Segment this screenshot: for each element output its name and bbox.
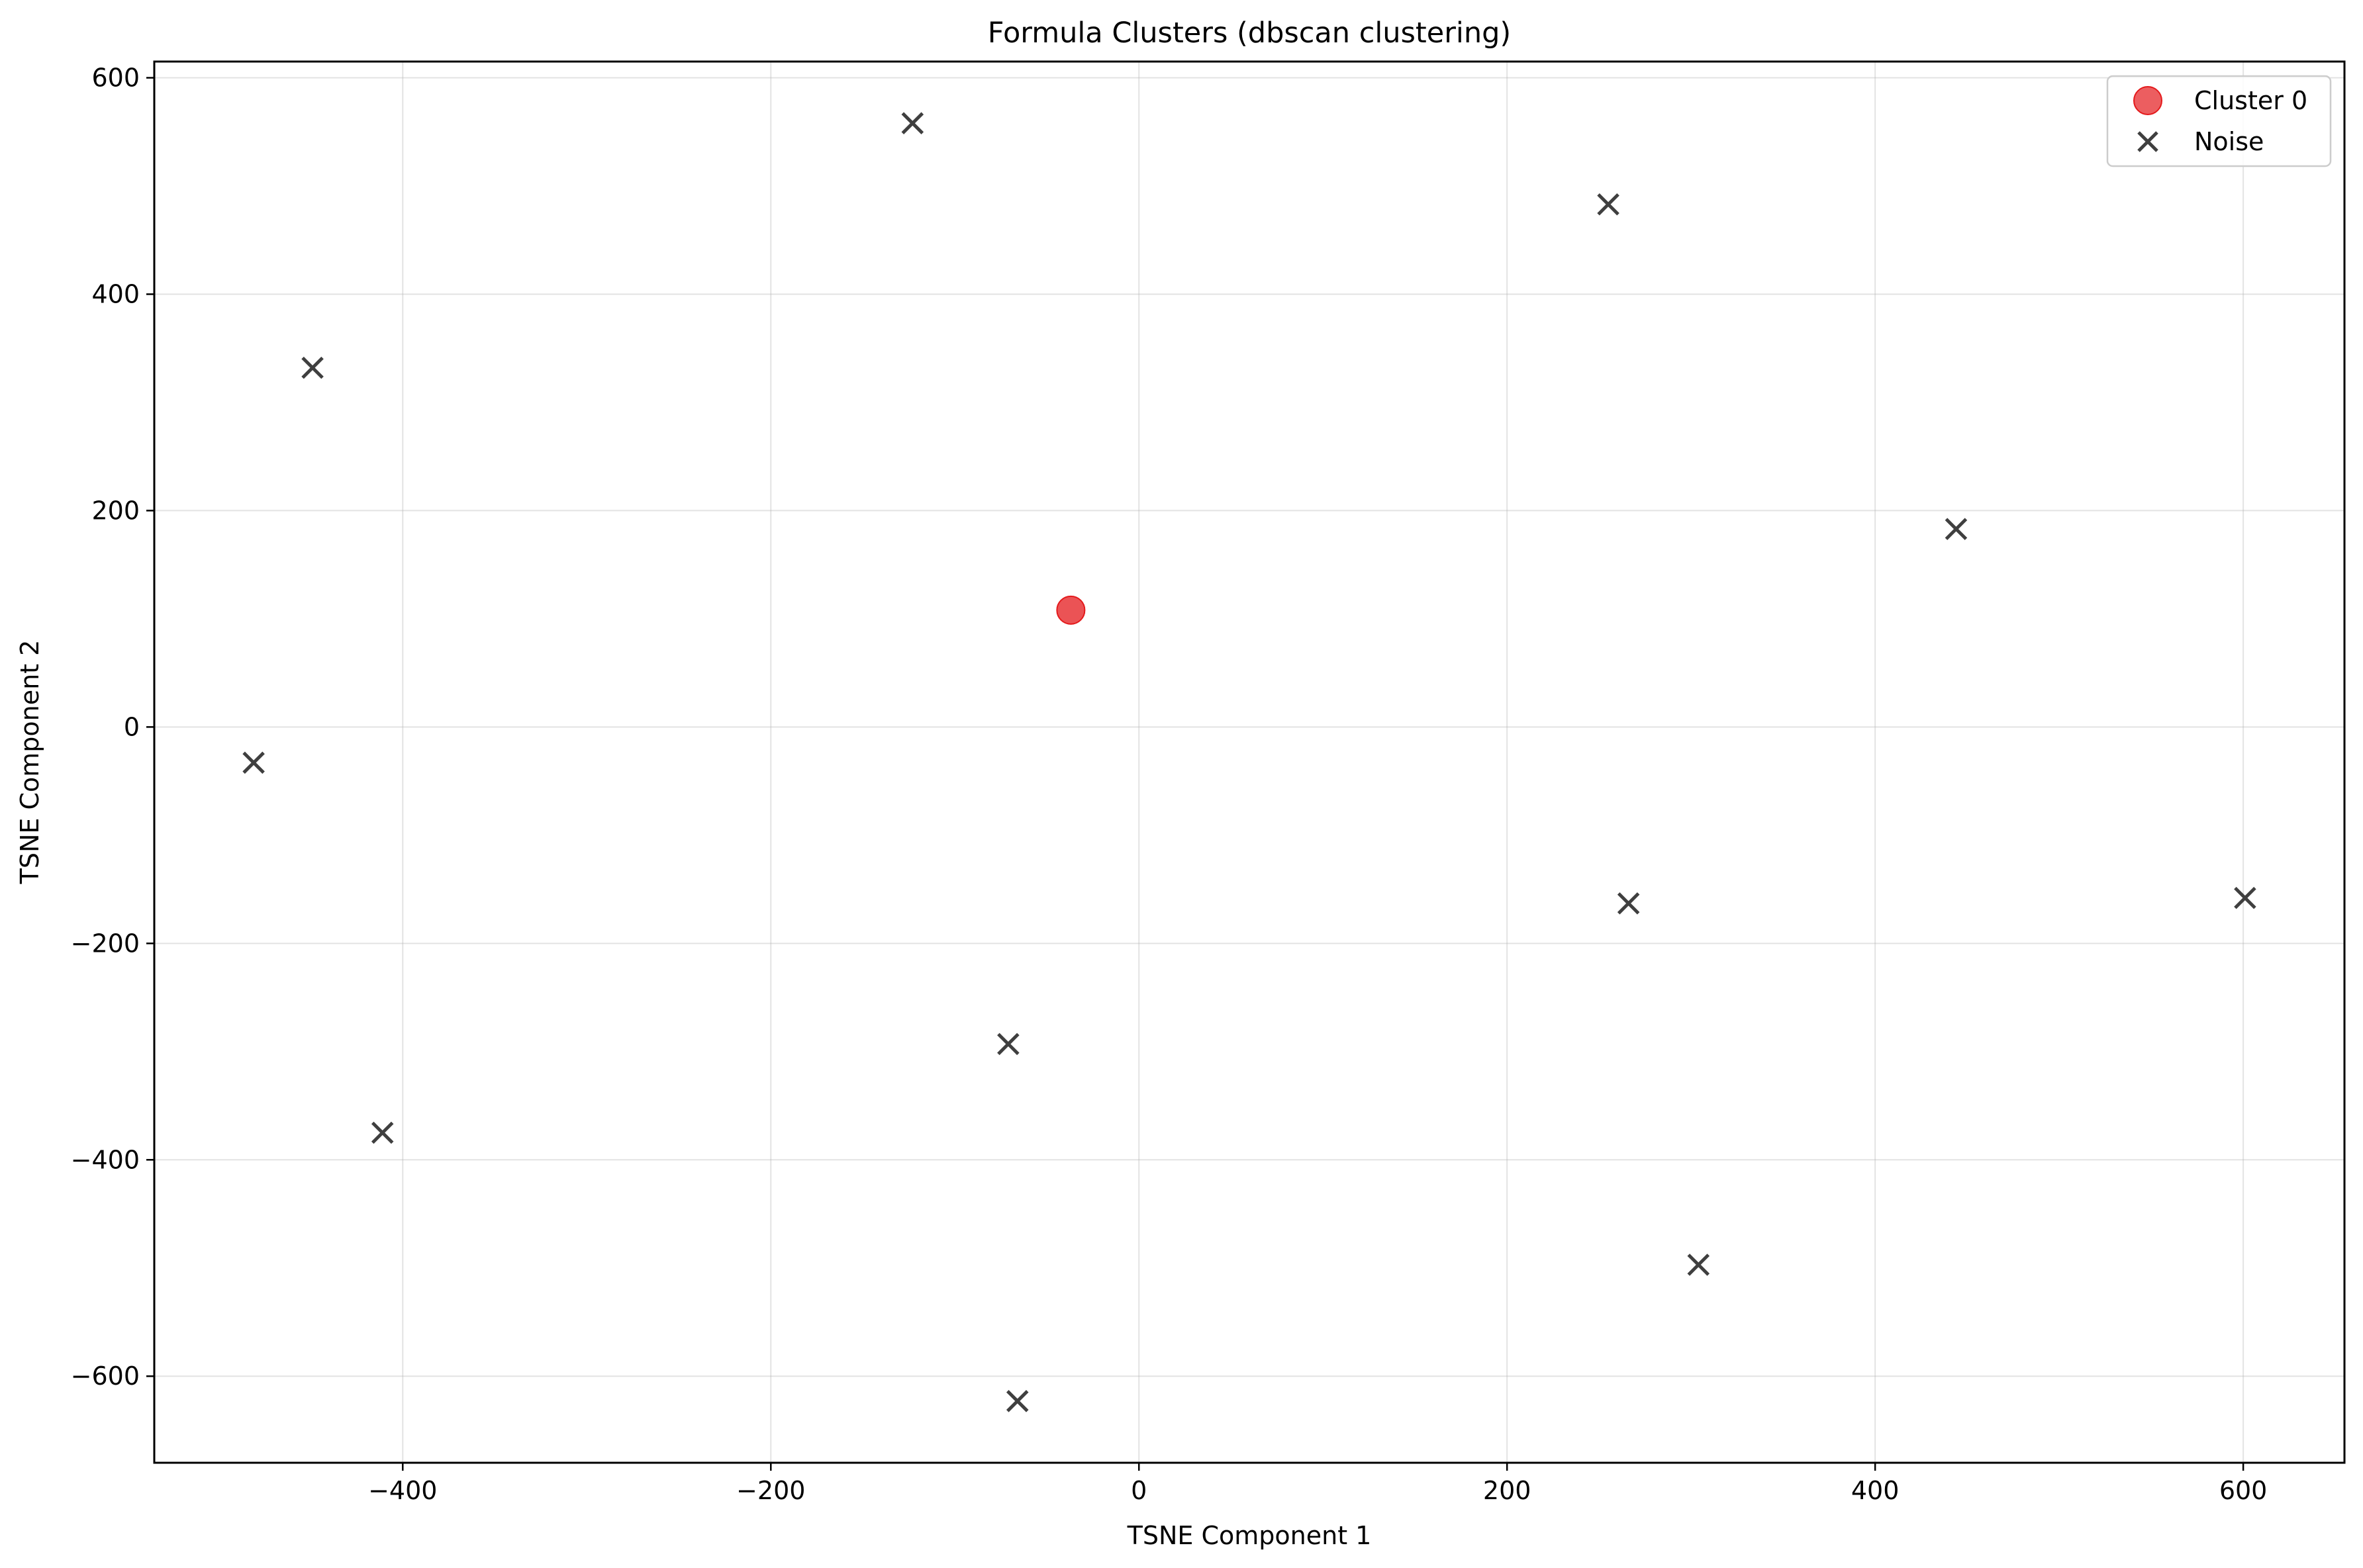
noise-point bbox=[301, 356, 324, 379]
y-tick-label: −200 bbox=[71, 929, 140, 958]
legend-cluster-0-label: Cluster 0 bbox=[2194, 86, 2307, 115]
noise-point-stroke bbox=[2234, 886, 2256, 909]
data-points bbox=[242, 112, 2256, 1412]
legend: Cluster 0 Noise bbox=[2106, 75, 2332, 167]
cluster-0-point bbox=[1056, 595, 1086, 625]
x-tick-label: 400 bbox=[1851, 1476, 1900, 1505]
noise-point bbox=[997, 1033, 1020, 1056]
y-tick-label: 0 bbox=[124, 712, 140, 741]
noise-point-stroke bbox=[1617, 892, 1640, 915]
legend-cluster-0-marker bbox=[2133, 86, 2162, 115]
noise-point-stroke bbox=[1687, 1254, 1710, 1276]
plot-frame bbox=[153, 60, 2346, 1464]
noise-point-stroke bbox=[997, 1033, 1020, 1056]
y-tick-label: 400 bbox=[91, 279, 140, 308]
axis-ticks: −400 −200 0 200 400 600 −600 −400 −200 0 200 400 600 bbox=[71, 64, 2268, 1505]
noise-point-stroke bbox=[371, 1121, 394, 1144]
grid-lines bbox=[154, 62, 2344, 1463]
noise-point bbox=[1006, 1390, 1029, 1412]
noise-point bbox=[2234, 886, 2256, 909]
x-tick-label: 0 bbox=[1131, 1476, 1147, 1505]
x-tick-label: −200 bbox=[736, 1476, 805, 1505]
y-tick-label: 200 bbox=[91, 496, 140, 525]
x-tick-label: 200 bbox=[1483, 1476, 1531, 1505]
noise-point bbox=[1687, 1254, 1710, 1276]
legend-noise-label: Noise bbox=[2194, 127, 2264, 156]
noise-point bbox=[1945, 518, 1968, 540]
noise-point bbox=[1597, 193, 1619, 216]
noise-point-stroke bbox=[301, 356, 324, 379]
noise-point bbox=[1617, 892, 1640, 915]
noise-point-stroke bbox=[901, 112, 924, 134]
legend-box bbox=[2106, 75, 2332, 167]
y-axis-label: TSNE Component 2 bbox=[15, 640, 44, 885]
legend-noise-marker bbox=[2137, 131, 2158, 152]
noise-point bbox=[901, 112, 924, 134]
noise-point bbox=[242, 751, 265, 774]
x-axis-label: TSNE Component 1 bbox=[1127, 1521, 1372, 1550]
noise-point bbox=[371, 1121, 394, 1144]
x-tick-label: −400 bbox=[368, 1476, 437, 1505]
noise-point-stroke bbox=[1945, 518, 1968, 540]
noise-point-stroke bbox=[242, 751, 265, 774]
noise-point-stroke bbox=[1597, 193, 1619, 216]
y-tick-label: −600 bbox=[71, 1361, 140, 1391]
chart-title: Formula Clusters (dbscan clustering) bbox=[988, 17, 1511, 50]
y-tick-label: 600 bbox=[91, 64, 140, 93]
x-tick-label: 600 bbox=[2219, 1476, 2268, 1505]
y-tick-label: −400 bbox=[71, 1145, 140, 1174]
noise-point-stroke bbox=[1006, 1390, 1029, 1412]
